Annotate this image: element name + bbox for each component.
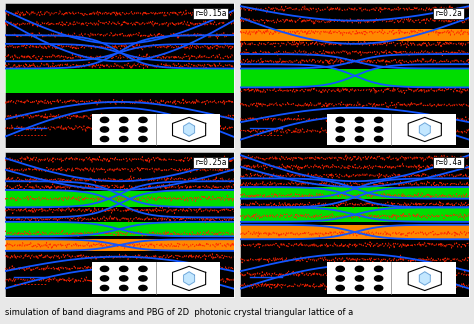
Circle shape: [374, 276, 383, 281]
Circle shape: [100, 127, 109, 132]
Circle shape: [374, 136, 383, 142]
Circle shape: [139, 127, 147, 132]
Bar: [91, 113, 220, 145]
Bar: [328, 113, 456, 145]
Bar: [240, 207, 469, 222]
Circle shape: [100, 266, 109, 272]
Bar: [5, 222, 234, 237]
Circle shape: [374, 266, 383, 272]
Circle shape: [336, 266, 344, 272]
Circle shape: [139, 266, 147, 272]
Bar: [5, 69, 234, 93]
Bar: [5, 239, 234, 251]
Text: r=0.2a: r=0.2a: [435, 9, 463, 18]
Bar: [328, 262, 456, 295]
Polygon shape: [183, 272, 194, 285]
Text: r=0.4a: r=0.4a: [435, 158, 463, 167]
Circle shape: [356, 266, 364, 272]
Bar: [240, 225, 469, 239]
Circle shape: [356, 117, 364, 122]
Circle shape: [336, 285, 344, 291]
Circle shape: [119, 276, 128, 281]
Circle shape: [139, 276, 147, 281]
Bar: [5, 191, 234, 207]
Circle shape: [356, 276, 364, 281]
Polygon shape: [419, 123, 430, 136]
Circle shape: [119, 136, 128, 142]
Text: r=0.25a: r=0.25a: [194, 158, 227, 167]
Bar: [240, 187, 469, 199]
Circle shape: [100, 136, 109, 142]
Circle shape: [356, 285, 364, 291]
Bar: [240, 69, 469, 87]
Circle shape: [139, 117, 147, 122]
Circle shape: [119, 285, 128, 291]
Circle shape: [139, 136, 147, 142]
Bar: [91, 262, 220, 295]
Text: r=0.15a: r=0.15a: [194, 9, 227, 18]
Polygon shape: [183, 123, 194, 136]
Circle shape: [356, 136, 364, 142]
Text: simulation of band diagrams and PBG of 2D  photonic crystal triangular lattice o: simulation of band diagrams and PBG of 2…: [5, 308, 353, 317]
Bar: [240, 29, 469, 41]
Circle shape: [139, 285, 147, 291]
Polygon shape: [419, 272, 430, 285]
Circle shape: [374, 117, 383, 122]
Circle shape: [356, 127, 364, 132]
Circle shape: [374, 127, 383, 132]
Circle shape: [336, 136, 344, 142]
Circle shape: [336, 276, 344, 281]
Circle shape: [100, 285, 109, 291]
Circle shape: [336, 117, 344, 122]
Circle shape: [119, 266, 128, 272]
Circle shape: [119, 117, 128, 122]
Circle shape: [100, 276, 109, 281]
Circle shape: [119, 127, 128, 132]
Circle shape: [336, 127, 344, 132]
Circle shape: [374, 285, 383, 291]
Circle shape: [100, 117, 109, 122]
